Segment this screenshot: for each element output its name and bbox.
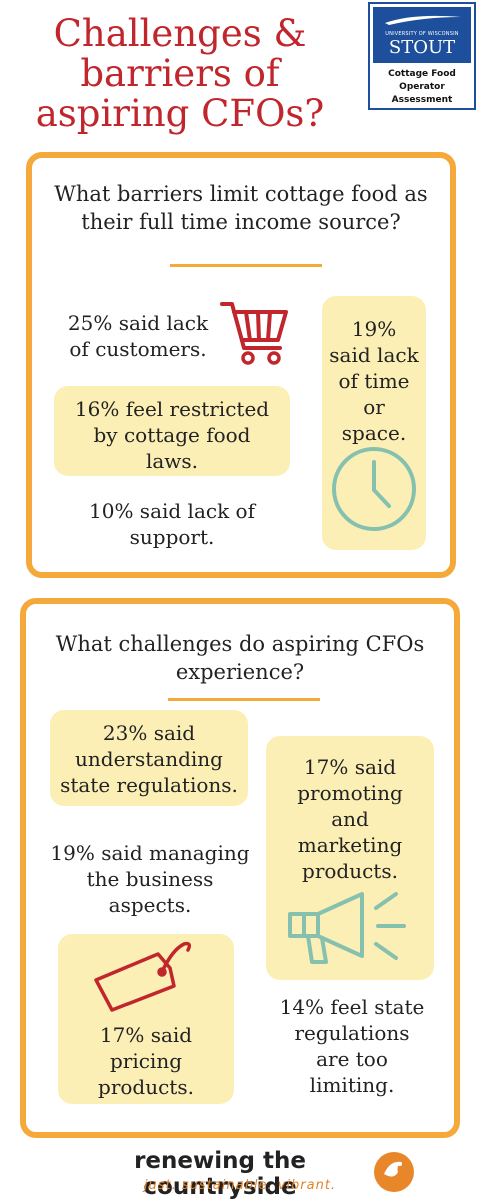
stat-lack-customers-line-2: of customers. (69, 337, 207, 361)
barriers-question: What barriers limit cottage food as thei… (32, 180, 450, 236)
page-title: Challenges & barriers of aspiring CFOs? (10, 14, 350, 134)
footer-tagline: just. sustainable. vibrant. (143, 1178, 337, 1193)
price-tag-icon (94, 941, 192, 1012)
title-line-1: Challenges & (53, 12, 307, 55)
stat-pricing-line-3: products. (98, 1075, 194, 1099)
logo-subtitle-line-1: Cottage Food (388, 69, 456, 79)
stat-pricing-line-1: 17% said (99, 1023, 193, 1047)
stat-pricing: 17% said pricing products. (58, 1022, 234, 1100)
stat-lack-customers: 25% said lack of customers. (46, 310, 230, 362)
stat-lack-time-line-2: said lack (329, 343, 419, 367)
stat-business-aspects-line-1: 19% said managing (50, 841, 250, 865)
clock-icon (332, 447, 416, 531)
stat-business-aspects: 19% said managing the business aspects. (42, 840, 258, 918)
stat-marketing-line-2: promoting (297, 781, 403, 805)
stat-restricted-laws: 16% feel restricted by cottage food laws… (54, 386, 290, 474)
stat-restricted-laws-line-3: laws. (145, 449, 199, 473)
stat-lack-support-line-2: support. (129, 525, 215, 549)
stat-pricing-line-2: pricing (109, 1049, 183, 1073)
stat-limiting: 14% feel state regulations are too limit… (262, 994, 442, 1098)
stat-restricted-laws-line-2: by cottage food (93, 423, 251, 447)
logo-banner: UNIVERSITY OF WISCONSIN STOUT (373, 7, 471, 63)
logo-swoosh-icon (385, 15, 461, 25)
stat-business-aspects-line-3: aspects. (108, 893, 192, 917)
stat-marketing-line-3: and (331, 807, 369, 831)
barriers-question-line-2: their full time income source? (81, 210, 401, 234)
challenges-divider (168, 698, 320, 701)
stat-limiting-line-4: limiting. (309, 1073, 395, 1097)
stat-lack-time-line-5: space. (341, 421, 407, 445)
challenges-question: What challenges do aspiring CFOs experie… (26, 630, 454, 686)
challenges-question-line-1: What challenges do aspiring CFOs (55, 632, 425, 656)
barriers-divider (170, 264, 322, 267)
stat-lack-time-bubble: 19% said lack of time or space. (322, 296, 426, 550)
stat-limiting-line-3: are too (316, 1047, 388, 1071)
stat-state-regs-line-1: 23% said (102, 721, 196, 745)
challenges-question-line-2: experience? (175, 660, 305, 684)
title-line-2: barriers of (80, 52, 280, 95)
stat-state-regs: 23% said understanding state regulations… (50, 710, 248, 798)
stat-lack-customers-line-1: 25% said lack (67, 311, 209, 335)
stat-lack-time-line-1: 19% (351, 317, 397, 341)
logo-subtitle-line-3: Assessment (391, 95, 453, 105)
stat-lack-support: 10% said lack of support. (62, 498, 282, 550)
stat-restricted-laws-bubble: 16% feel restricted by cottage food laws… (54, 386, 290, 476)
stat-lack-time: 19% said lack of time or space. (322, 296, 426, 446)
stat-state-regs-line-3: state regulations. (60, 773, 238, 797)
stat-lack-support-line-1: 10% said lack of (89, 499, 255, 523)
stat-restricted-laws-line-1: 16% feel restricted (74, 397, 270, 421)
stat-business-aspects-line-2: the business (86, 867, 214, 891)
stat-lack-time-line-3: of time (338, 369, 410, 393)
stat-marketing: 17% said promoting and marketing product… (266, 736, 434, 884)
bird-logo-icon (374, 1152, 414, 1192)
stat-marketing-line-1: 17% said (303, 755, 397, 779)
title-line-3: aspiring CFOs? (35, 92, 325, 135)
stat-marketing-line-4: marketing (297, 833, 403, 857)
challenges-panel: What challenges do aspiring CFOs experie… (20, 598, 460, 1138)
logo-subtitle-line-2: Operator (399, 82, 445, 92)
stat-state-regs-line-2: understanding (75, 747, 223, 771)
logo-subtitle: Cottage Food Operator Assessment (370, 68, 474, 107)
stat-marketing-line-5: products. (302, 859, 398, 883)
shopping-cart-icon (220, 302, 288, 365)
stat-state-regs-bubble: 23% said understanding state regulations… (50, 710, 248, 806)
barriers-panel: What barriers limit cottage food as thei… (26, 152, 456, 578)
footer-name: renewing the countryside (134, 1148, 306, 1200)
logo-university: UNIVERSITY OF WISCONSIN (385, 31, 459, 37)
stat-lack-time-line-4: or (363, 395, 385, 419)
stat-limiting-line-2: regulations (294, 1021, 410, 1045)
stat-marketing-bubble: 17% said promoting and marketing product… (266, 736, 434, 980)
stat-pricing-bubble: 17% said pricing products. (58, 934, 234, 1104)
uw-stout-logo: UNIVERSITY OF WISCONSIN STOUT Cottage Fo… (368, 2, 476, 110)
megaphone-icon (288, 892, 406, 964)
barriers-question-line-1: What barriers limit cottage food as (54, 182, 428, 206)
logo-name: STOUT (388, 37, 456, 58)
stat-limiting-line-1: 14% feel state (279, 995, 425, 1019)
